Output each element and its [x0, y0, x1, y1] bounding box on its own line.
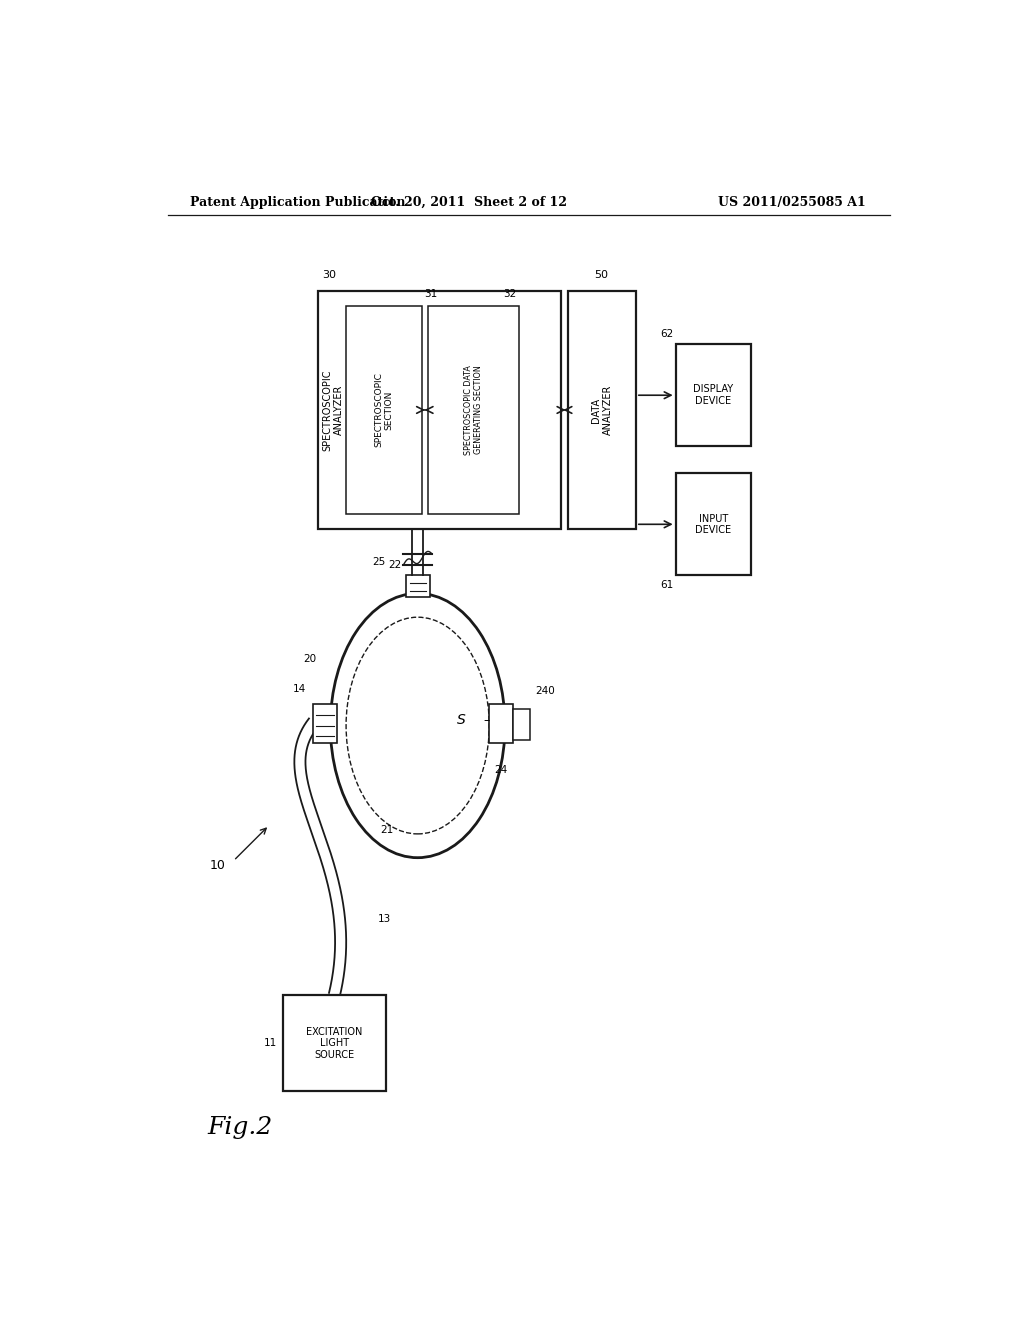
- Bar: [318, 290, 560, 529]
- Bar: [513, 709, 530, 739]
- Text: 25: 25: [373, 557, 386, 566]
- Bar: [313, 704, 337, 743]
- Text: 21: 21: [381, 825, 394, 834]
- Text: 30: 30: [323, 271, 337, 280]
- Text: 32: 32: [504, 289, 517, 298]
- Text: 10: 10: [210, 859, 225, 873]
- Text: Patent Application Publication: Patent Application Publication: [189, 195, 406, 209]
- Bar: [568, 290, 636, 529]
- Text: DATA
ANALYZER: DATA ANALYZER: [592, 384, 613, 436]
- Text: DISPLAY
DEVICE: DISPLAY DEVICE: [693, 384, 733, 407]
- Text: 20: 20: [303, 655, 316, 664]
- Text: 50: 50: [594, 271, 608, 280]
- Text: 62: 62: [659, 329, 673, 339]
- Text: Oct. 20, 2011  Sheet 2 of 12: Oct. 20, 2011 Sheet 2 of 12: [372, 195, 567, 209]
- Text: INPUT
DEVICE: INPUT DEVICE: [695, 513, 731, 535]
- Bar: [676, 474, 751, 576]
- Text: SPECTROSCOPIC DATA
GENERATING SECTION: SPECTROSCOPIC DATA GENERATING SECTION: [464, 366, 483, 455]
- Bar: [428, 306, 519, 515]
- Text: 61: 61: [659, 581, 673, 590]
- Text: 13: 13: [378, 913, 391, 924]
- Text: S: S: [457, 714, 466, 727]
- Text: 31: 31: [424, 289, 437, 298]
- Bar: [406, 576, 430, 598]
- Text: Fig.2: Fig.2: [207, 1115, 272, 1139]
- Bar: [346, 306, 422, 515]
- Text: EXCITATION
LIGHT
SOURCE: EXCITATION LIGHT SOURCE: [306, 1027, 362, 1060]
- Bar: [283, 995, 386, 1092]
- Text: US 2011/0255085 A1: US 2011/0255085 A1: [718, 195, 866, 209]
- Bar: [676, 345, 751, 446]
- Text: SPECTROSCOPIC
SECTION: SPECTROSCOPIC SECTION: [374, 372, 393, 447]
- Text: SPECTROSCOPIC
ANALYZER: SPECTROSCOPIC ANALYZER: [322, 370, 343, 450]
- Text: 24: 24: [495, 766, 508, 775]
- Text: 11: 11: [264, 1038, 278, 1048]
- Text: 22: 22: [388, 560, 401, 570]
- Text: 240: 240: [536, 686, 555, 696]
- Bar: [489, 704, 513, 743]
- Text: 14: 14: [293, 684, 306, 694]
- Text: –: –: [483, 714, 489, 727]
